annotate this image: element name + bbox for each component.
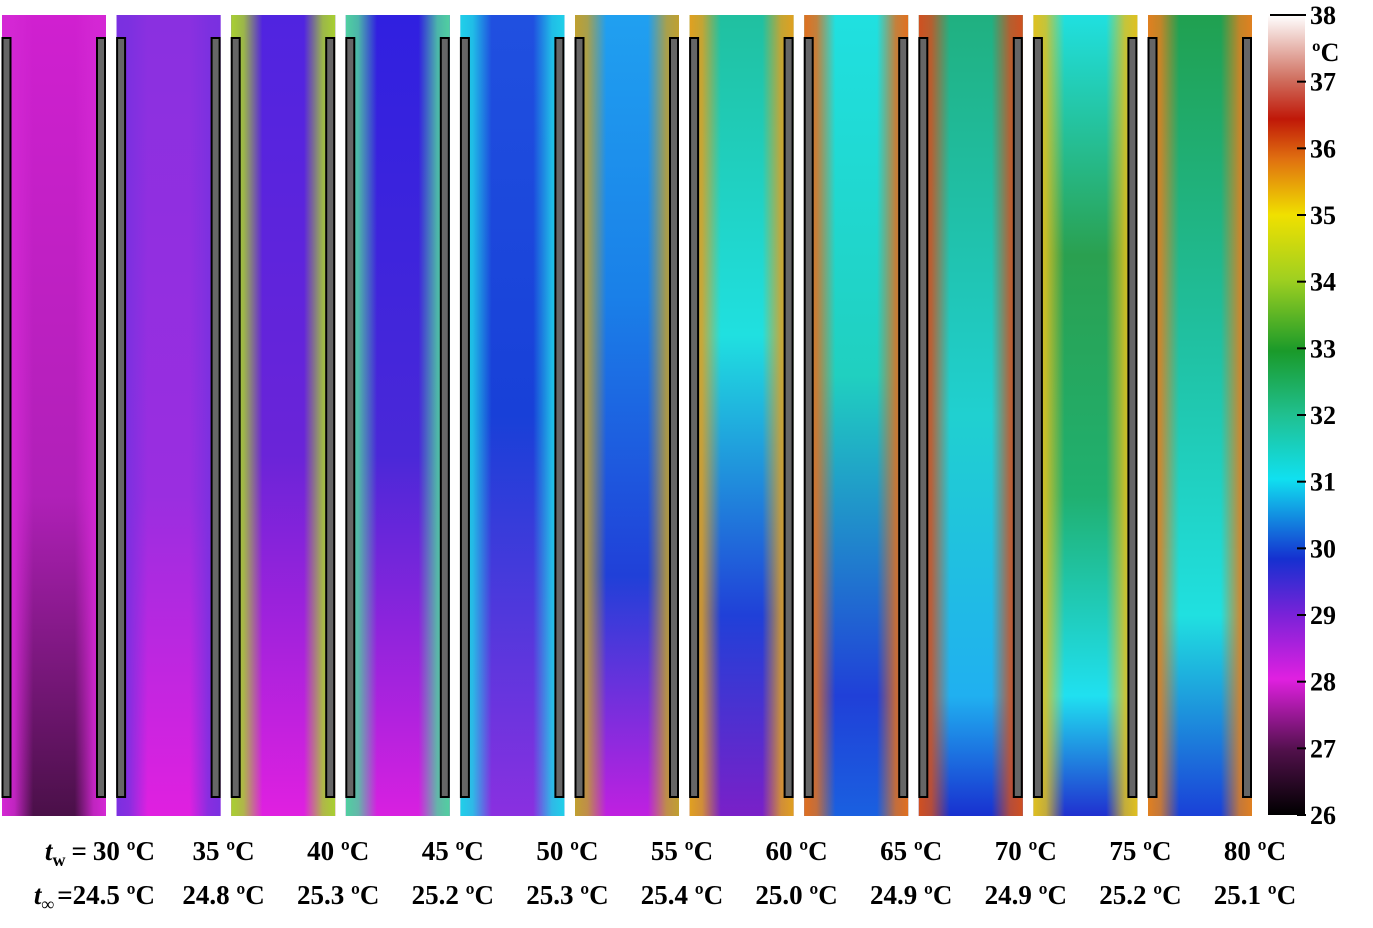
ambient-temperature: 25.3 ºC (297, 880, 379, 910)
ambient-temperature: 24.9 ºC (870, 880, 952, 910)
subscript: w (52, 850, 65, 870)
wall-temperature: 45 ºC (422, 836, 484, 866)
ambient-temperature: 25.4 ºC (641, 880, 723, 910)
plate (439, 37, 450, 798)
thermal-edge (804, 15, 909, 816)
plate (345, 37, 356, 798)
wall-temperature: 50 ºC (536, 836, 598, 866)
symbol: t (45, 836, 54, 866)
plate (554, 37, 565, 798)
colorbar-tick-label: 37 (1310, 68, 1336, 97)
colorbar-tick-label: 38 (1310, 1, 1336, 30)
plate (116, 37, 127, 798)
thermal-edge (1148, 15, 1252, 816)
plate (96, 37, 106, 798)
colorbar-tick-label: 28 (1310, 668, 1336, 697)
ambient-temperature: 25.3 ºC (526, 880, 608, 910)
colorbar-tick-label: 33 (1310, 334, 1336, 363)
plate (1, 37, 12, 798)
subscript: ∞ (41, 894, 54, 914)
thermal-edge (1033, 15, 1138, 816)
plate (898, 37, 909, 798)
thermal-edge (2, 15, 106, 816)
plate (669, 37, 679, 798)
ambient-temperature: 25.2 ºC (1099, 880, 1181, 910)
plate (918, 37, 929, 798)
thermal-panels (1, 15, 1252, 816)
wall-temperature: 55 ºC (651, 836, 713, 866)
ambient-temperature: 25.0 ºC (755, 880, 837, 910)
ambient-temperature: 25.2 ºC (412, 880, 494, 910)
colorbar-tick-label: 32 (1310, 401, 1336, 430)
colorbar-tick-label: 26 (1310, 801, 1336, 830)
thermal-edge (116, 15, 221, 816)
plate (1012, 37, 1023, 798)
wall-temperature: 35 ºC (193, 836, 255, 866)
thermal-edge (460, 15, 565, 816)
colorbar-tick-label: 31 (1310, 468, 1336, 497)
plate (783, 37, 794, 798)
row-label: tw = 30 ºC (45, 836, 155, 870)
colorbar-tick-label: 27 (1310, 734, 1336, 763)
thermal-edge (231, 15, 336, 816)
plate (210, 37, 221, 798)
thermal-edge (689, 15, 794, 816)
plate (689, 37, 700, 798)
colorbar-tick-label: 34 (1310, 268, 1336, 297)
plate (1032, 37, 1043, 798)
symbol: t (34, 880, 43, 910)
plate (1147, 37, 1158, 798)
ambient-temperature: 25.1 ºC (1214, 880, 1296, 910)
colorbar-tick-label: 35 (1310, 201, 1336, 230)
plate (1242, 37, 1252, 798)
wall-temperature: 75 ºC (1109, 836, 1171, 866)
thermal-edge (918, 15, 1023, 816)
thermal-edge (575, 15, 679, 816)
colorbar-axis: 26 27 28 29 30 31 32 33 34 35 36 37 38 ºC (1270, 1, 1339, 830)
thermal-edge (345, 15, 450, 816)
wall-temperature: 70 ºC (995, 836, 1057, 866)
equals: = (71, 836, 86, 866)
colorbar-tick-label: 36 (1310, 134, 1336, 163)
colorbar-tick-label: 30 (1310, 534, 1336, 563)
ambient-temperature: 24.9 ºC (985, 880, 1067, 910)
plate (459, 37, 470, 798)
ambient-temperature: 24.8 ºC (182, 880, 264, 910)
value: 24.5 ºC (73, 880, 155, 910)
wall-temperature: 40 ºC (307, 836, 369, 866)
row-label: t∞ =24.5 ºC (34, 880, 155, 914)
equals: = (57, 880, 72, 910)
colorbar-tick-label: 29 (1310, 601, 1336, 630)
value: 30 ºC (93, 836, 155, 866)
wall-temperature: 60 ºC (766, 836, 828, 866)
plate (1127, 37, 1138, 798)
plate (803, 37, 814, 798)
wall-temperature: 65 ºC (880, 836, 942, 866)
plate (574, 37, 585, 798)
wall-temperature: 80 ºC (1224, 836, 1286, 866)
plate (230, 37, 241, 798)
colorbar-unit: ºC (1312, 38, 1339, 67)
plate (325, 37, 336, 798)
